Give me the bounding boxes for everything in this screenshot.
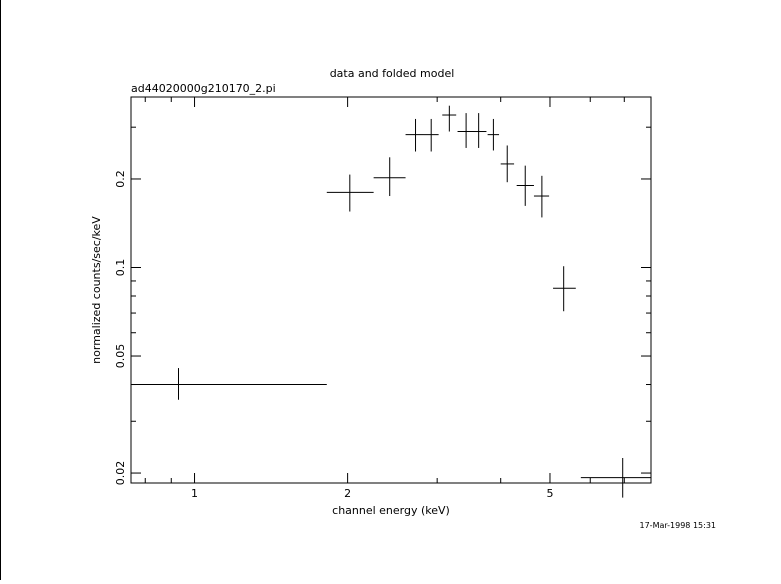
- x-tick-label: 2: [344, 487, 351, 500]
- x-tick-label: 1: [191, 487, 198, 500]
- data-point: [580, 458, 651, 498]
- y-tick-label: 0.1: [114, 259, 127, 277]
- data-point: [516, 165, 534, 206]
- axis-ticks: [131, 97, 651, 483]
- data-point: [500, 145, 515, 183]
- data-points: [131, 105, 651, 498]
- chart-title: data and folded model: [330, 67, 455, 80]
- data-point: [423, 118, 439, 152]
- data-point: [442, 105, 457, 132]
- data-point: [373, 157, 406, 197]
- data-point: [326, 174, 374, 212]
- plot-timestamp: 17-Mar-1998 15:31: [640, 521, 717, 530]
- data-point: [131, 368, 327, 400]
- data-point: [553, 266, 576, 312]
- y-tick-label: 0.02: [114, 461, 127, 486]
- x-tick-label: 5: [546, 487, 553, 500]
- tick-labels: 1 2 5 0.02 0.05 0.1 0.2: [114, 170, 553, 500]
- data-point: [533, 175, 550, 218]
- plot-area: [130, 96, 652, 484]
- x-axis-label: channel energy (keV): [332, 504, 450, 517]
- data-point: [473, 113, 487, 148]
- data-point: [457, 113, 475, 148]
- chart-subtitle: ad44020000g210170_2.pi: [131, 82, 276, 95]
- y-tick-label: 0.2: [114, 170, 127, 188]
- data-point: [487, 118, 500, 151]
- y-tick-label: 0.05: [114, 344, 127, 369]
- y-axis-label: normalized counts/sec/keV: [90, 216, 103, 364]
- data-point: [405, 118, 424, 152]
